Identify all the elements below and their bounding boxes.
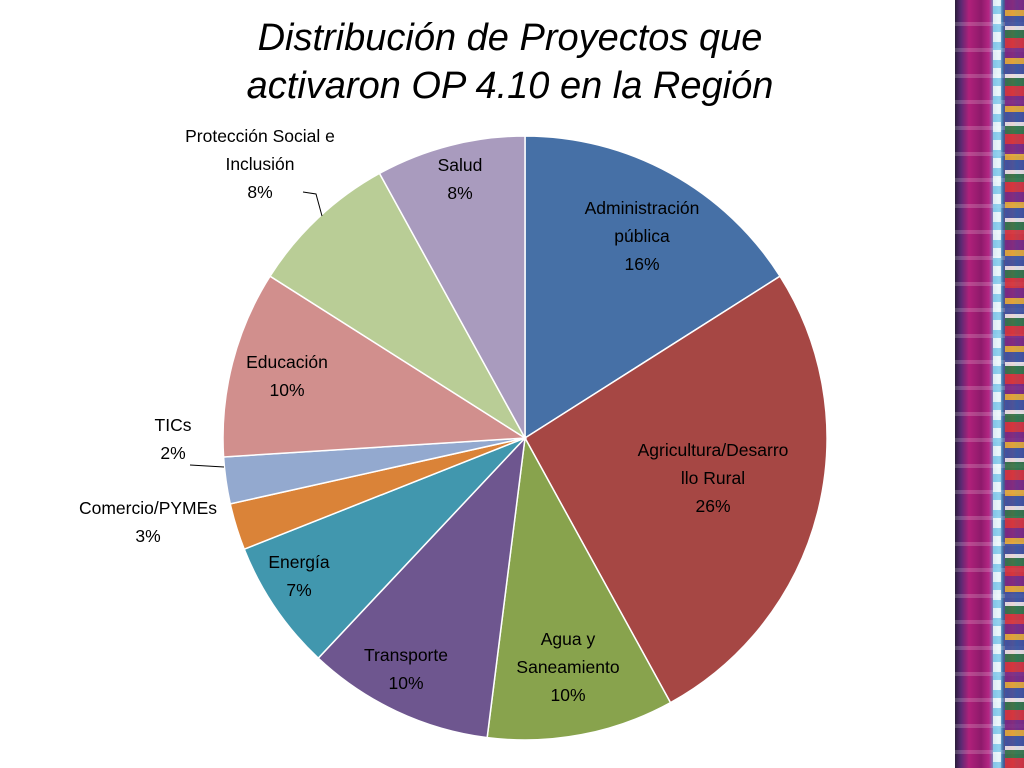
leader-line-tics <box>189 464 225 468</box>
pie-slice-administracion-publica <box>524 135 782 440</box>
data-label-energia: Energía 7% <box>268 552 330 600</box>
pie-chart: Administración pública 16% Agricultura/Desa… <box>79 126 828 741</box>
data-label-transporte: Transporte 10% <box>364 645 448 693</box>
textile-thread <box>993 0 1001 768</box>
data-label-proteccion-social-e-inclusion: Protección Social e Inclusión 8% <box>185 126 335 202</box>
data-label-administracion-publica: Administración pública 16% <box>585 198 700 274</box>
data-label-salud: Salud 8% <box>438 155 483 203</box>
leader-line-proteccion-social-e-inclusion <box>302 191 323 217</box>
chart-title: Distribución de Proyectos que activaron … <box>200 14 820 110</box>
textile-weave <box>1005 0 1024 768</box>
pie-slice-educacion <box>222 275 528 458</box>
pie-slice-agua-y-saneamiento <box>486 435 672 741</box>
data-label-educacion: Educación 10% <box>246 352 328 400</box>
data-label-tics: TICs 2% <box>155 415 192 463</box>
pie-slice-transporte <box>317 435 527 739</box>
data-label-agricultura-desarro-llo-rural: Agricultura/Desarro llo Rural 26% <box>638 440 789 516</box>
chart-title-line-2: activaron OP 4.10 en la Región <box>246 65 774 107</box>
data-label-comercio-pymes: Comercio/PYMEs 3% <box>79 498 217 546</box>
data-label-agua-y-saneamiento: Agua y Saneamiento 10% <box>516 629 619 705</box>
decorative-textile-strip <box>955 0 1024 768</box>
pie-slice-salud <box>378 135 526 439</box>
pie-slice-proteccion-social-e-inclusion <box>268 172 526 439</box>
pie-slice-agricultura-desarro-llo-rural <box>524 275 828 704</box>
pie-slice-energia <box>243 437 526 660</box>
chart-title-line-1: Distribución de Proyectos que <box>257 17 763 59</box>
